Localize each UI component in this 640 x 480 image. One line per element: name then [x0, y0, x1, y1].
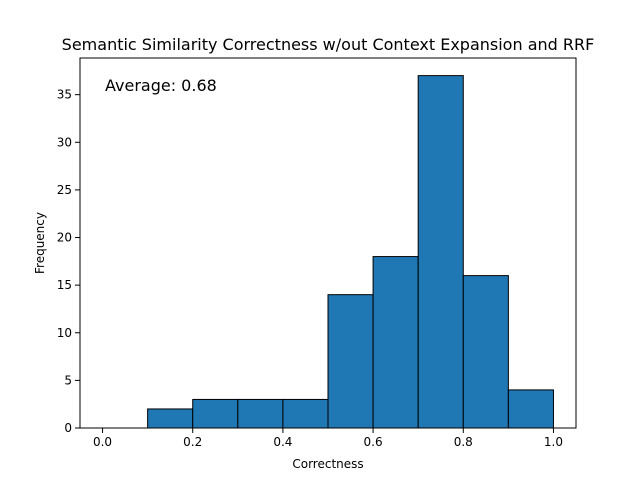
- histogram-bar: [507, 389, 554, 429]
- y-axis-label: Frequency: [33, 212, 47, 274]
- bars-group: [147, 75, 554, 429]
- histogram-bar: [417, 75, 464, 429]
- x-tick-label: 0.6: [364, 435, 383, 449]
- histogram-bar: [192, 398, 239, 429]
- y-tick-label: 35: [57, 88, 72, 102]
- y-tick-label: 0: [64, 421, 72, 435]
- y-tick-label: 30: [57, 135, 72, 149]
- y-tick-label: 15: [57, 278, 72, 292]
- x-axis-label: Correctness: [292, 457, 363, 471]
- histogram-bar: [372, 256, 419, 429]
- y-tick-label: 25: [57, 183, 72, 197]
- y-axis-ticks: 0 5 10 15 20 25 30 35: [57, 88, 80, 435]
- average-annotation: Average: 0.68: [105, 76, 217, 95]
- histogram-bar: [237, 398, 284, 429]
- x-tick-label: 0.2: [183, 435, 202, 449]
- chart-title: Semantic Similarity Correctness w/out Co…: [62, 35, 595, 54]
- histogram-bar: [327, 294, 374, 429]
- y-tick-label: 20: [57, 231, 72, 245]
- y-tick-label: 5: [64, 373, 72, 387]
- x-tick-label: 0.0: [93, 435, 112, 449]
- x-tick-label: 0.4: [273, 435, 292, 449]
- x-tick-label: 0.8: [454, 435, 473, 449]
- y-tick-label: 10: [57, 326, 72, 340]
- histogram-bar: [462, 275, 509, 429]
- x-tick-label: 1.0: [544, 435, 563, 449]
- plot-frame: [79, 57, 577, 429]
- x-axis-ticks: 0.0 0.2 0.4 0.6 0.8 1.0: [93, 428, 563, 449]
- histogram-bar: [282, 398, 329, 429]
- histogram-bar: [147, 408, 194, 429]
